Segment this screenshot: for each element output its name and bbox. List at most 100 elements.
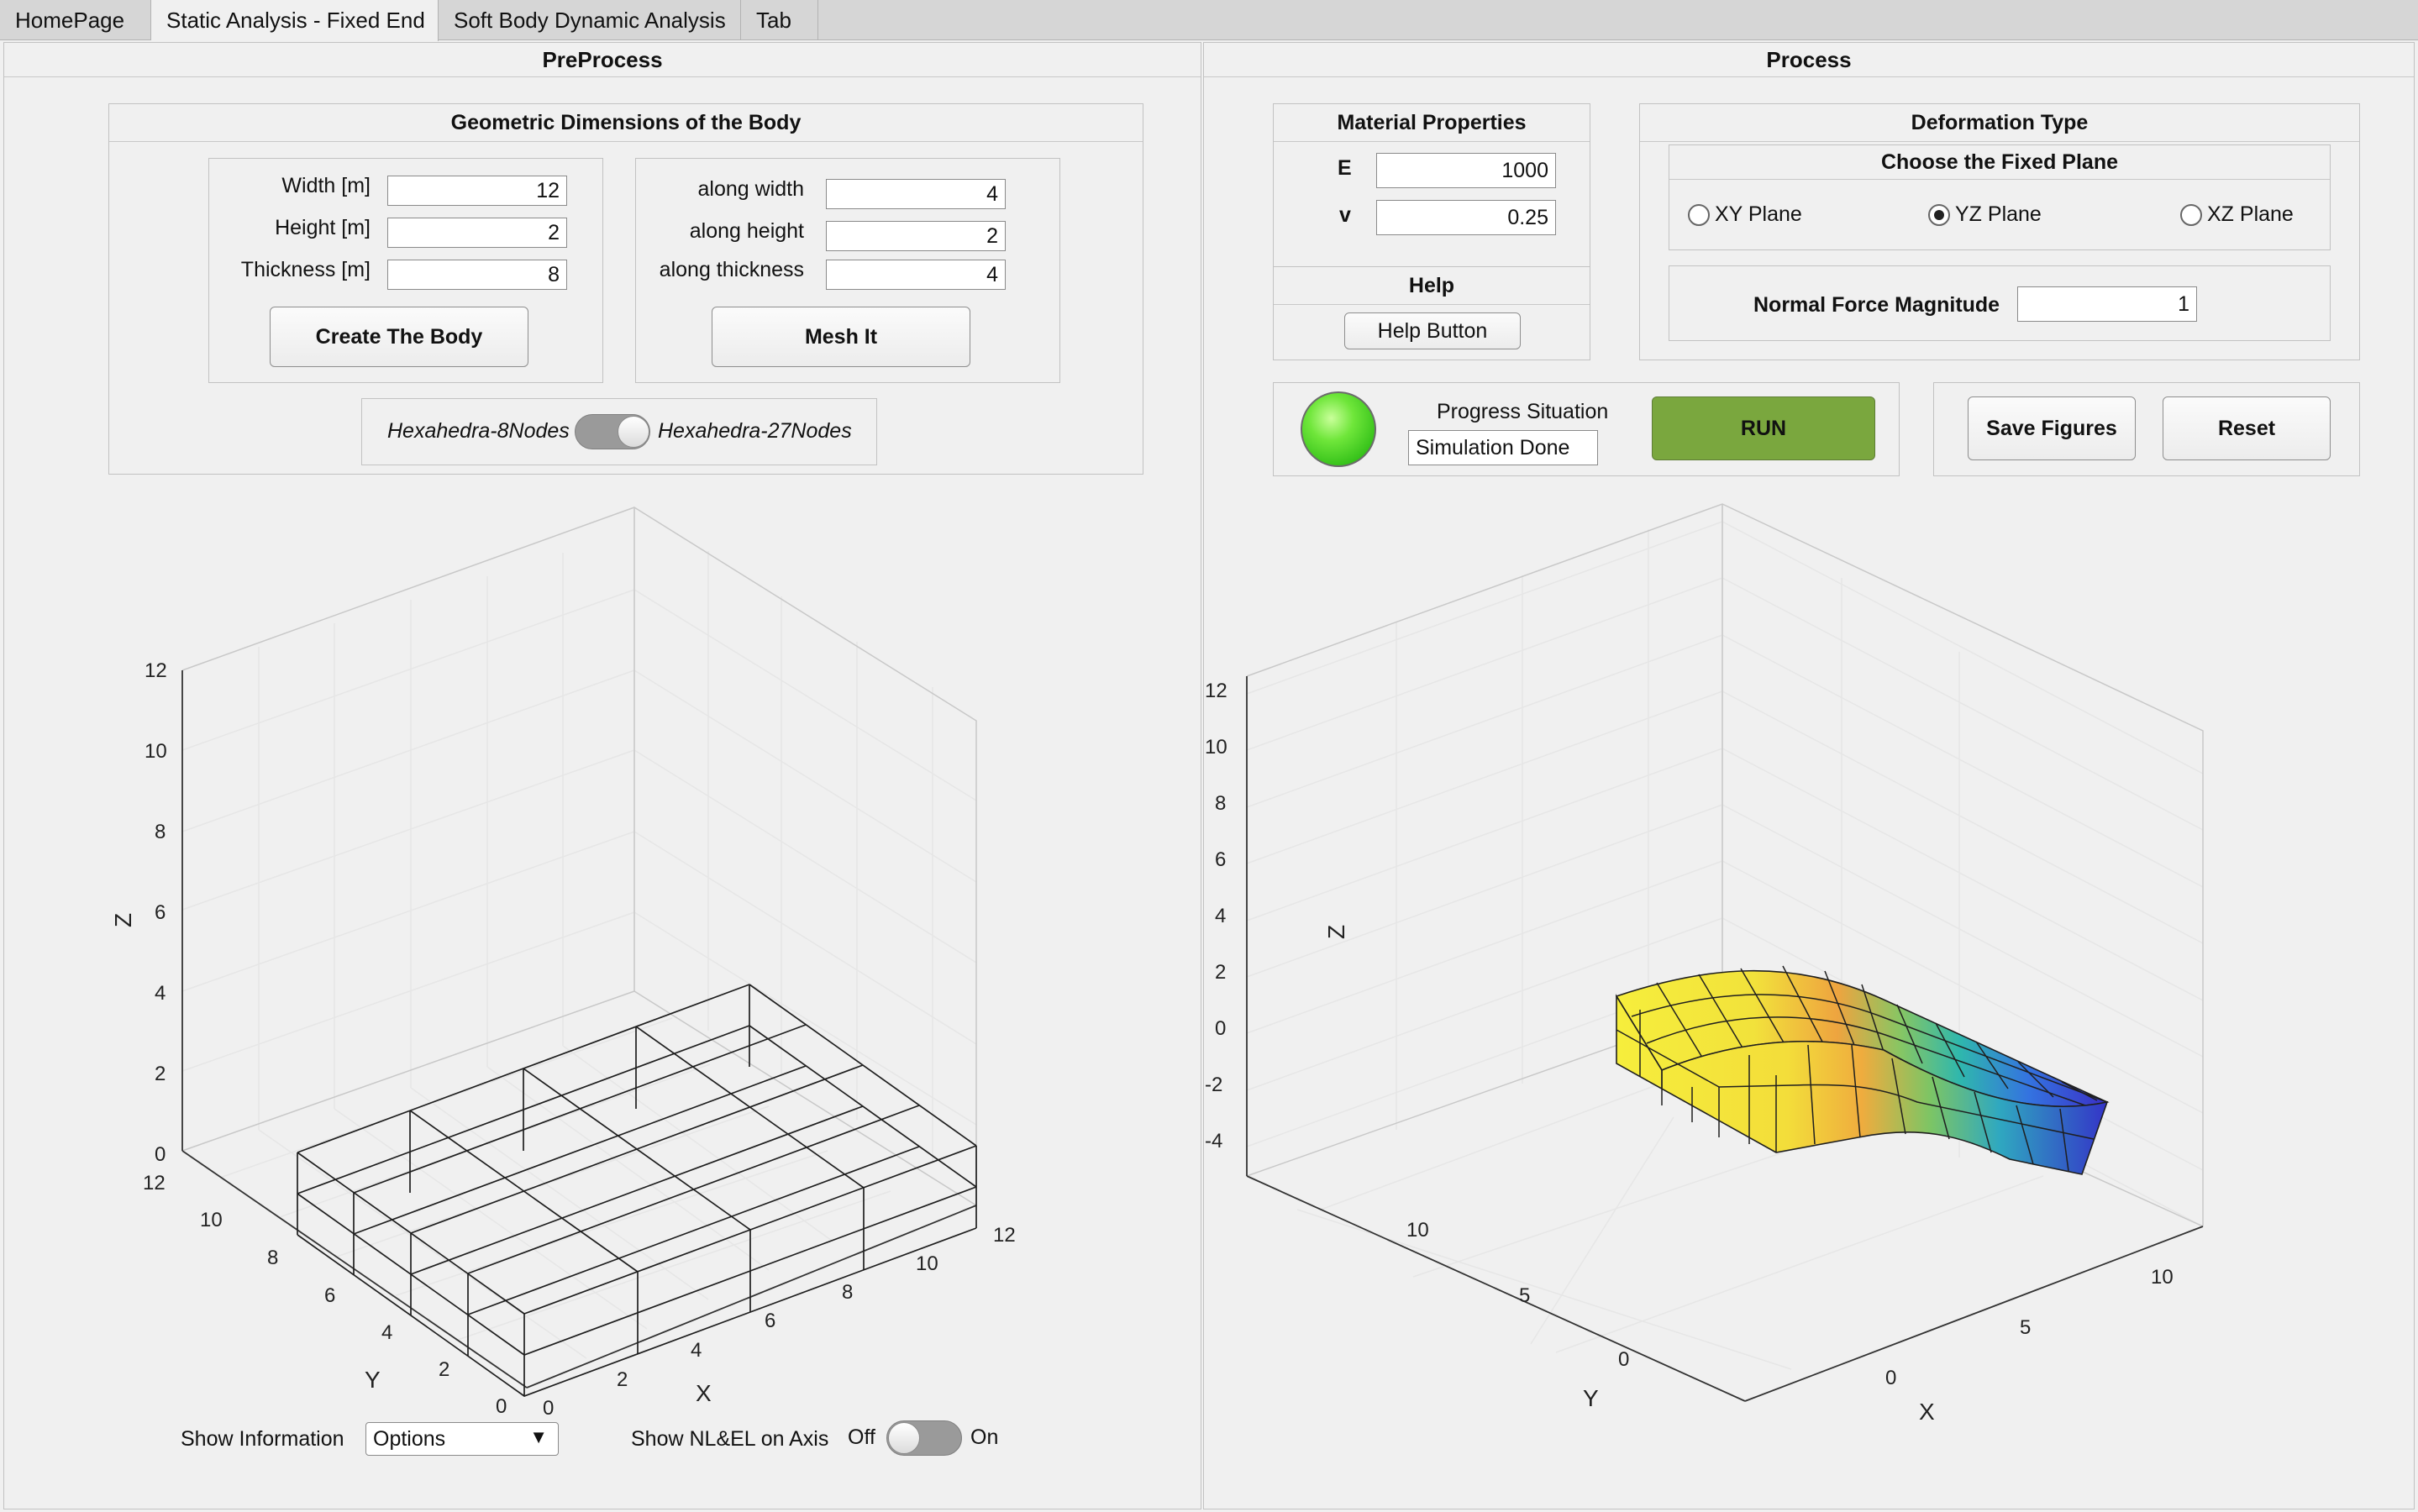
x-tick-4: 4 xyxy=(691,1339,702,1362)
process-panel: Process Material Properties E 1000 v 0.2… xyxy=(1203,42,2415,1509)
z-tick-0-r: 0 xyxy=(1215,1017,1226,1040)
help-title: Help xyxy=(1274,267,1590,305)
yz-plane-radio[interactable] xyxy=(1928,204,1950,226)
y-tick-6: 6 xyxy=(324,1284,335,1307)
x-tick-0: 0 xyxy=(543,1397,554,1420)
z-tick-6: 6 xyxy=(155,901,166,924)
along-width-label: along width xyxy=(697,177,804,201)
status-lamp-icon xyxy=(1301,391,1376,467)
z-tick-0: 0 xyxy=(155,1143,166,1166)
z-axis-label-r: Z xyxy=(1323,925,1349,939)
save-reset-group: Save Figures Reset xyxy=(1933,382,2360,476)
mesh-subpanel: along width 4 along height 2 along thick… xyxy=(635,158,1060,383)
along-height-label: along height xyxy=(689,219,804,243)
create-body-button[interactable]: Create The Body xyxy=(270,307,528,367)
width-label: Width [m] xyxy=(281,174,371,197)
hexa27-label: Hexahedra-27Nodes xyxy=(658,419,852,443)
geometry-group: Geometric Dimensions of the Body Width [… xyxy=(108,103,1143,475)
dropdown-arrow-icon: ▼ xyxy=(529,1426,548,1447)
thickness-field[interactable]: 8 xyxy=(387,260,567,290)
options-dropdown[interactable]: Options ▼ xyxy=(365,1422,559,1456)
tab-tab[interactable]: Tab xyxy=(741,0,818,40)
normal-force-field[interactable]: 1 xyxy=(2017,286,2197,322)
hexa8-label: Hexahedra-8Nodes xyxy=(387,419,570,443)
along-thickness-field[interactable]: 4 xyxy=(826,260,1006,290)
y-tick-5-r: 5 xyxy=(1519,1284,1530,1307)
xy-plane-label[interactable]: XY Plane xyxy=(1715,202,1802,226)
fixed-plane-group: Choose the Fixed Plane XY Plane YZ Plane… xyxy=(1669,144,2331,250)
tab-soft-body-dynamic[interactable]: Soft Body Dynamic Analysis xyxy=(439,0,741,40)
x-tick-10: 10 xyxy=(916,1252,938,1275)
switch-knob[interactable] xyxy=(618,416,649,448)
y-axis-label-r: Y xyxy=(1583,1385,1599,1411)
help-button[interactable]: Help Button xyxy=(1344,312,1521,349)
y-tick-4: 4 xyxy=(381,1321,392,1344)
z-tick-10: 10 xyxy=(145,740,167,763)
x-axis-label-r: X xyxy=(1919,1399,1935,1425)
z-tick-4: 4 xyxy=(155,982,166,1005)
element-type-switch[interactable] xyxy=(575,414,650,449)
y-tick-0: 0 xyxy=(496,1395,507,1418)
y-axis-label: Y xyxy=(365,1367,381,1393)
mesh-it-button[interactable]: Mesh It xyxy=(712,307,970,367)
z-tick-8: 8 xyxy=(155,821,166,843)
x-tick-0-r: 0 xyxy=(1885,1367,1896,1389)
fixed-plane-title: Choose the Fixed Plane xyxy=(1669,145,2330,180)
x-tick-8: 8 xyxy=(842,1281,853,1304)
x-tick-12: 12 xyxy=(993,1224,1016,1247)
xy-plane-radio[interactable] xyxy=(1688,204,1710,226)
height-field[interactable]: 2 xyxy=(387,218,567,248)
dimensions-subpanel: Width [m] 12 Height [m] 2 Thickness [m] … xyxy=(208,158,603,383)
z-tick-m4-r: -4 xyxy=(1205,1130,1222,1152)
x-tick-10-r: 10 xyxy=(2151,1266,2174,1289)
x-tick-6: 6 xyxy=(765,1310,775,1332)
nl-on-label: On xyxy=(970,1425,999,1449)
along-width-field[interactable]: 4 xyxy=(826,179,1006,209)
z-tick-10-r: 10 xyxy=(1205,736,1227,759)
x-tick-5-r: 5 xyxy=(2020,1316,2031,1339)
progress-field: Simulation Done xyxy=(1408,430,1598,465)
height-label: Height [m] xyxy=(275,216,371,239)
y-tick-0-r: 0 xyxy=(1618,1348,1629,1371)
width-field[interactable]: 12 xyxy=(387,176,567,206)
nl-off-label: Off xyxy=(848,1425,875,1449)
mesh-plot: 12 10 8 6 4 2 0 12 10 8 6 4 2 0 0 2 4 6 … xyxy=(110,507,1016,1420)
z-tick-m2-r: -2 xyxy=(1205,1074,1222,1096)
geometry-title: Geometric Dimensions of the Body xyxy=(109,104,1143,142)
v-field[interactable]: 0.25 xyxy=(1376,200,1556,235)
deformation-type-group: Deformation Type Choose the Fixed Plane … xyxy=(1639,103,2360,360)
y-tick-2: 2 xyxy=(439,1358,449,1381)
x-tick-2: 2 xyxy=(617,1368,628,1391)
reset-button[interactable]: Reset xyxy=(2163,396,2331,460)
tab-bar: HomePage Static Analysis - Fixed End Sof… xyxy=(0,0,2418,41)
nl-switch-knob[interactable] xyxy=(888,1422,920,1454)
z-tick-2: 2 xyxy=(155,1063,166,1085)
show-nl-el-switch[interactable] xyxy=(886,1420,962,1456)
preprocess-title: PreProcess xyxy=(4,43,1201,77)
options-value: Options xyxy=(373,1427,446,1451)
save-figures-button[interactable]: Save Figures xyxy=(1968,396,2136,460)
deformation-title: Deformation Type xyxy=(1640,104,2359,142)
xz-plane-radio[interactable] xyxy=(2180,204,2202,226)
z-tick-4-r: 4 xyxy=(1215,905,1226,927)
thickness-label: Thickness [m] xyxy=(240,258,371,281)
tab-static-analysis[interactable]: Static Analysis - Fixed End xyxy=(151,0,439,41)
xz-plane-label[interactable]: XZ Plane xyxy=(2207,202,2294,226)
z-tick-2-r: 2 xyxy=(1215,961,1226,984)
normal-force-label: Normal Force Magnitude xyxy=(1753,293,2000,317)
help-group: Help Help Button xyxy=(1273,266,1590,360)
along-height-field[interactable]: 2 xyxy=(826,221,1006,251)
y-tick-10-r: 10 xyxy=(1406,1219,1429,1242)
tab-homepage[interactable]: HomePage xyxy=(0,0,151,40)
z-tick-8-r: 8 xyxy=(1215,792,1226,815)
material-title: Material Properties xyxy=(1274,104,1590,142)
deformed-plot: 12 10 8 6 4 2 0 -2 -4 10 5 0 0 5 10 Z Y … xyxy=(1205,503,2204,1425)
element-type-switch-group: Hexahedra-8Nodes Hexahedra-27Nodes xyxy=(361,398,877,465)
run-button[interactable]: RUN xyxy=(1652,396,1875,460)
yz-plane-label[interactable]: YZ Plane xyxy=(1955,202,2042,226)
z-tick-12-r: 12 xyxy=(1205,680,1227,702)
x-axis-label: X xyxy=(696,1380,712,1406)
e-field[interactable]: 1000 xyxy=(1376,153,1556,188)
run-group: Progress Situation Simulation Done RUN xyxy=(1273,382,1900,476)
z-tick-12: 12 xyxy=(145,659,167,682)
